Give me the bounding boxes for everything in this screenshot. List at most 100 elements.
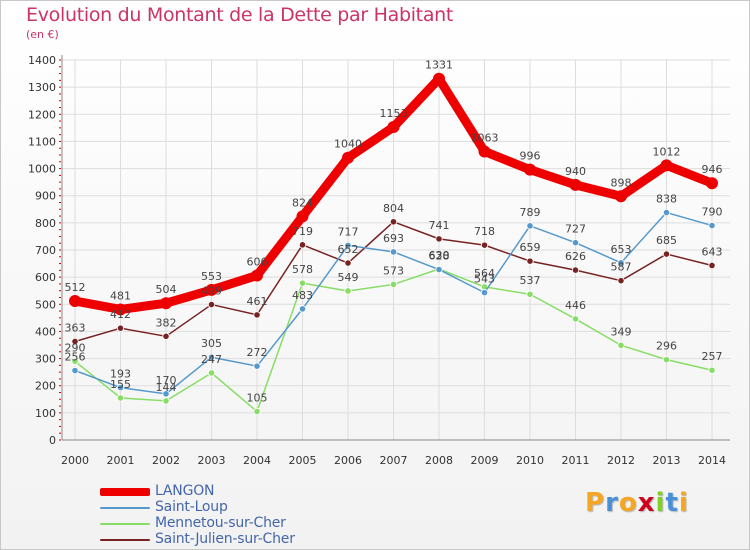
data-point-saint-loup xyxy=(162,390,170,398)
data-point-saint-julien-sur-cher xyxy=(571,266,580,274)
data-label-mennetou-sur-cher: 630 xyxy=(429,249,450,262)
data-point-mennetou-sur-cher xyxy=(389,280,398,289)
data-label-saint-loup: 483 xyxy=(292,289,313,302)
x-tick-label: 2011 xyxy=(562,454,590,467)
data-label-mennetou-sur-cher: 155 xyxy=(110,378,131,391)
data-point-saint-loup xyxy=(617,259,625,267)
axes: 0 100 200 300 400 500 600 700 800 900 1000 1100 1200… xyxy=(28,54,730,467)
data-point-langon xyxy=(114,303,127,316)
data-label-langon: 1012 xyxy=(653,145,681,158)
y-tick-label: 800 xyxy=(35,217,56,230)
y-tick-label: 0 xyxy=(49,434,56,447)
data-label-langon: 606 xyxy=(247,256,268,269)
data-label-saint-julien-sur-cher: 685 xyxy=(656,234,677,247)
unit-label: (en €) xyxy=(26,28,59,41)
data-label-saint-julien-sur-cher: 499 xyxy=(201,285,222,298)
legend-swatch xyxy=(100,507,150,509)
logo-letter: i xyxy=(655,488,666,518)
data-point-saint-julien-sur-cher xyxy=(298,241,307,249)
data-label-langon: 1331 xyxy=(425,59,453,72)
data-point-saint-julien-sur-cher xyxy=(116,324,125,332)
data-point-saint-loup xyxy=(526,222,534,230)
data-point-saint-loup xyxy=(298,305,307,313)
data-point-saint-julien-sur-cher xyxy=(389,218,398,226)
x-tick-label: 2003 xyxy=(198,454,226,467)
data-point-langon xyxy=(524,163,536,176)
proxiti-logo: Proxiti xyxy=(585,488,689,518)
legend-swatch xyxy=(100,539,150,541)
data-label-langon: 898 xyxy=(611,176,632,189)
data-label-saint-julien-sur-cher: 719 xyxy=(292,225,313,238)
data-label-mennetou-sur-cher: 446 xyxy=(565,299,586,312)
data-point-mennetou-sur-cher xyxy=(298,279,307,287)
data-label-mennetou-sur-cher: 257 xyxy=(702,350,723,363)
data-label-langon: 940 xyxy=(565,165,586,178)
legend-swatch xyxy=(100,488,150,496)
y-tick-label: 300 xyxy=(35,353,56,366)
data-point-saint-julien-sur-cher xyxy=(253,311,261,319)
data-label-saint-loup: 272 xyxy=(247,346,268,359)
data-label-langon: 512 xyxy=(65,281,86,294)
data-point-saint-julien-sur-cher xyxy=(617,277,625,285)
data-label-mennetou-sur-cher: 573 xyxy=(383,264,404,277)
data-point-langon xyxy=(296,210,309,223)
data-point-saint-julien-sur-cher xyxy=(207,300,216,309)
data-point-saint-loup xyxy=(571,239,580,247)
data-label-saint-loup: 727 xyxy=(565,223,586,236)
data-point-mennetou-sur-cher xyxy=(344,287,352,295)
data-label-saint-julien-sur-cher: 382 xyxy=(156,316,177,329)
data-point-mennetou-sur-cher xyxy=(662,356,671,364)
data-label-saint-julien-sur-cher: 643 xyxy=(702,245,723,258)
data-point-saint-julien-sur-cher xyxy=(435,235,443,243)
data-point-mennetou-sur-cher xyxy=(116,394,125,402)
y-tick-label: 1200 xyxy=(28,108,56,121)
data-point-mennetou-sur-cher xyxy=(571,315,580,323)
x-tick-label: 2012 xyxy=(607,454,635,467)
x-tick-label: 2013 xyxy=(653,454,681,467)
x-tick-label: 2010 xyxy=(516,454,544,467)
data-labels: 512 481 504 553 606 824 1040 1153 1331 1063 996 940… xyxy=(65,59,723,405)
series-layer xyxy=(69,72,718,416)
data-label-langon: 553 xyxy=(201,270,222,283)
data-point-saint-loup xyxy=(207,353,216,361)
data-label-mennetou-sur-cher: 537 xyxy=(520,274,541,287)
data-label-saint-loup: 653 xyxy=(611,243,632,256)
data-point-langon xyxy=(205,283,218,296)
logo-letter: P xyxy=(585,488,606,518)
data-point-langon xyxy=(569,178,582,191)
data-label-saint-julien-sur-cher: 363 xyxy=(65,321,86,334)
logo-letter: t xyxy=(665,488,679,518)
y-tick-label: 200 xyxy=(35,380,56,393)
data-label-saint-julien-sur-cher: 718 xyxy=(474,225,495,238)
data-point-langon xyxy=(615,190,627,203)
data-label-mennetou-sur-cher: 105 xyxy=(247,392,268,405)
x-tick-label: 2008 xyxy=(425,454,453,467)
data-point-mennetou-sur-cher xyxy=(162,397,170,405)
data-label-mennetou-sur-cher: 144 xyxy=(156,381,177,394)
data-label-saint-julien-sur-cher: 587 xyxy=(611,261,632,274)
data-label-mennetou-sur-cher: 247 xyxy=(201,353,222,366)
y-tick-label: 600 xyxy=(35,271,56,284)
data-point-mennetou-sur-cher xyxy=(526,290,534,298)
y-tick-label: 1000 xyxy=(28,163,56,176)
data-point-langon xyxy=(69,295,81,308)
data-point-saint-julien-sur-cher xyxy=(344,259,352,267)
data-point-langon xyxy=(433,72,445,85)
x-tick-label: 2007 xyxy=(380,454,408,467)
data-point-saint-julien-sur-cher xyxy=(480,241,489,249)
data-point-saint-loup xyxy=(389,248,398,256)
data-label-mennetou-sur-cher: 290 xyxy=(65,341,86,354)
y-tick-label: 1100 xyxy=(28,135,56,148)
data-label-saint-loup: 789 xyxy=(520,206,541,219)
data-point-saint-julien-sur-cher xyxy=(71,337,79,346)
data-label-saint-julien-sur-cher: 804 xyxy=(383,202,404,215)
data-label-saint-loup: 170 xyxy=(156,374,177,387)
chart-title: Evolution du Montant de la Dette par Hab… xyxy=(26,4,454,26)
data-point-mennetou-sur-cher xyxy=(207,369,216,377)
legend-label: Saint-Loup xyxy=(155,499,228,515)
data-label-saint-loup: 543 xyxy=(474,273,495,286)
x-tick-label: 2001 xyxy=(107,454,135,467)
x-tick-label: 2000 xyxy=(61,454,89,467)
